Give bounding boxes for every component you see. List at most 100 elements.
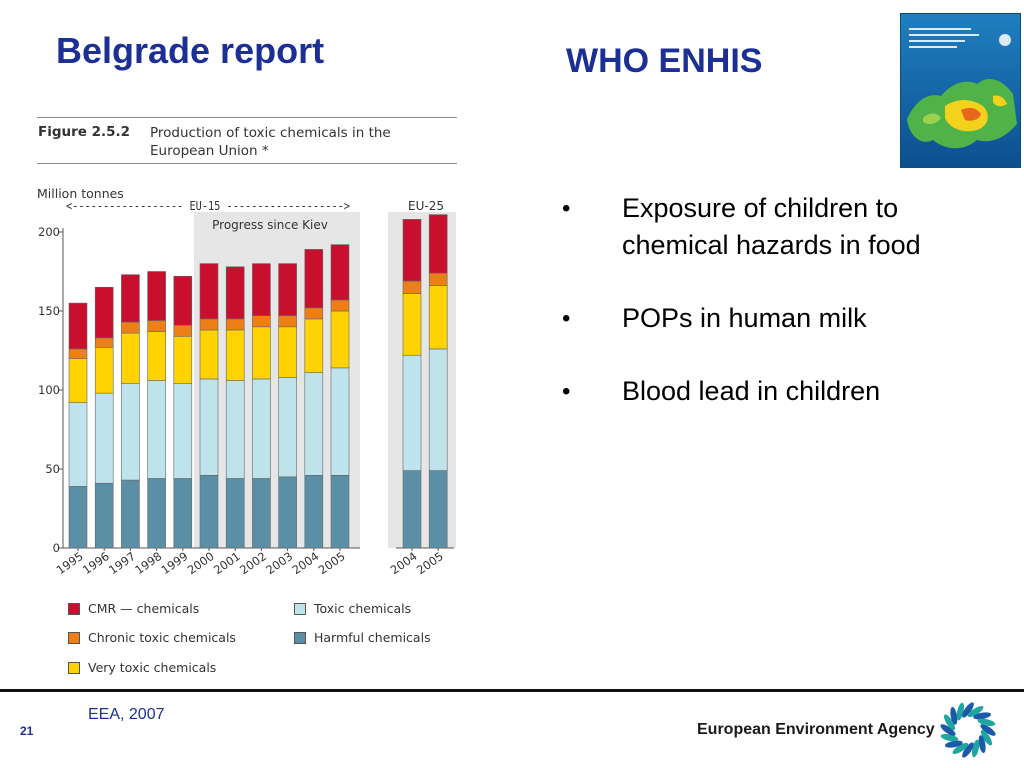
panel-gap	[360, 200, 388, 560]
bar-segment-chronic-toxic-chemicals	[199, 318, 219, 331]
bar-segment-chronic-toxic-chemicals	[121, 321, 140, 334]
bar-segment-toxic-chemicals	[252, 378, 271, 479]
bullet-text: POPs in human milk	[622, 303, 867, 333]
bar-segment-very-toxic-chemicals	[428, 285, 448, 350]
bar-segment-cmr-chemicals	[121, 274, 140, 323]
slide-subtitle: WHO ENHIS	[566, 42, 763, 80]
x-tick-label: 2000	[185, 549, 217, 577]
bar-segment-chronic-toxic-chemicals	[402, 280, 422, 294]
bar-segment-chronic-toxic-chemicals	[225, 318, 245, 331]
bar-segment-toxic-chemicals	[94, 392, 114, 484]
legend-swatch-cmr	[68, 602, 80, 615]
logo-petal	[962, 742, 974, 758]
annotation-progress-since-kiev: Progress since Kiev	[212, 218, 328, 232]
bar-segment-toxic-chemicals	[68, 402, 88, 487]
bar-segment-cmr-chemicals	[199, 263, 219, 320]
bar-segment-very-toxic-chemicals	[68, 358, 88, 403]
bar-segment-very-toxic-chemicals	[402, 293, 422, 356]
logo-petal	[943, 714, 956, 731]
bar-segment-cmr-chemicals	[330, 244, 350, 301]
bar-segment-harmful-chemicals	[278, 476, 297, 549]
report-cover-graphic	[901, 14, 1020, 167]
logo-petal	[944, 740, 963, 748]
bar-segment-cmr-chemicals	[428, 214, 448, 274]
bar-segment-harmful-chemicals	[147, 478, 166, 549]
bar-segment-cmr-chemicals	[68, 302, 88, 350]
bar-segment-toxic-chemicals	[225, 380, 245, 479]
bullet-text: Exposure of children to chemical hazards…	[622, 193, 921, 260]
report-cover-image	[900, 13, 1021, 168]
group-label-eu25: EU-25	[408, 199, 444, 213]
bar-segment-very-toxic-chemicals	[330, 310, 350, 369]
logo-petal	[977, 718, 996, 727]
logo-petal	[980, 724, 996, 736]
bar-segment-toxic-chemicals	[199, 378, 219, 476]
footer-rule	[0, 689, 1024, 692]
slide-title: Belgrade report	[56, 30, 325, 71]
bar-segment-very-toxic-chemicals	[252, 326, 271, 380]
x-tick-label: 2004	[290, 549, 322, 577]
bar-segment-harmful-chemicals	[199, 475, 219, 549]
bar-segment-chronic-toxic-chemicals	[330, 299, 350, 312]
bullet-item: • POPs in human milk	[560, 300, 1000, 337]
bar-segment-harmful-chemicals	[225, 478, 245, 549]
bar-segment-harmful-chemicals	[402, 470, 422, 549]
bar-segment-chronic-toxic-chemicals	[278, 315, 297, 328]
bullet-item: • Blood lead in children	[560, 373, 1000, 410]
bar-segment-harmful-chemicals	[330, 475, 350, 549]
bar-segment-harmful-chemicals	[68, 486, 88, 549]
bar-segment-toxic-chemicals	[173, 383, 193, 479]
agency-name: European Environment Agency	[697, 721, 935, 738]
bar-segment-chronic-toxic-chemicals	[304, 307, 324, 320]
logo-petal	[940, 724, 956, 736]
figure-caption: Production of toxic chemicals in the Eur…	[150, 125, 391, 159]
y-tick-label: 150	[38, 304, 60, 318]
x-tick-label: 1998	[132, 549, 164, 577]
figure-top-rule	[37, 117, 457, 118]
bar-segment-cmr-chemicals	[278, 263, 297, 317]
bar-segment-harmful-chemicals	[94, 482, 114, 549]
logo-petal	[962, 702, 974, 718]
bar-segment-cmr-chemicals	[94, 286, 114, 339]
bar-segment-cmr-chemicals	[225, 266, 245, 320]
bar-segment-chronic-toxic-chemicals	[68, 348, 88, 359]
bar-segment-very-toxic-chemicals	[173, 335, 193, 384]
bullet-marker: •	[562, 305, 571, 332]
logo-petal	[967, 705, 984, 718]
y-tick-label: 200	[38, 225, 60, 239]
legend-item-chronic-toxic: Chronic toxic chemicals	[68, 630, 236, 645]
bar-segment-very-toxic-chemicals	[304, 318, 324, 373]
legend-swatch-very-toxic	[68, 661, 80, 674]
bar-segment-harmful-chemicals	[252, 478, 271, 549]
page-number: 21	[20, 724, 34, 738]
x-tick-label: 2004	[388, 549, 420, 577]
bar-segment-chronic-toxic-chemicals	[428, 272, 448, 287]
legend-item-toxic: Toxic chemicals	[294, 601, 411, 616]
logo-petal	[940, 733, 959, 742]
figure-number: Figure 2.5.2	[38, 124, 131, 140]
logo-petal	[971, 739, 980, 758]
bar-segment-harmful-chemicals	[304, 475, 324, 549]
x-tick-label: 1996	[80, 549, 112, 577]
bar-segment-very-toxic-chemicals	[278, 326, 297, 378]
bar-segment-chronic-toxic-chemicals	[173, 324, 193, 337]
bar-segment-toxic-chemicals	[278, 377, 297, 478]
logo-center	[960, 722, 976, 738]
bar-segment-very-toxic-chemicals	[94, 347, 114, 394]
logo-petal	[956, 702, 965, 721]
bullet-text: Blood lead in children	[622, 376, 881, 406]
bar-segment-chronic-toxic-chemicals	[147, 320, 166, 332]
bar-segment-chronic-toxic-chemicals	[252, 315, 271, 328]
y-tick-label: 0	[53, 541, 60, 555]
legend-swatch-toxic	[294, 602, 306, 615]
logo-petal	[952, 742, 969, 755]
bar-segment-cmr-chemicals	[402, 219, 422, 282]
bar-segment-cmr-chemicals	[304, 249, 324, 309]
bar-segment-toxic-chemicals	[147, 380, 166, 479]
bar-segment-toxic-chemicals	[121, 383, 140, 481]
x-tick-label: 2002	[237, 549, 269, 577]
bar-segment-cmr-chemicals	[252, 263, 271, 317]
x-tick-label: 2003	[263, 549, 295, 577]
bar-segment-very-toxic-chemicals	[121, 332, 140, 384]
